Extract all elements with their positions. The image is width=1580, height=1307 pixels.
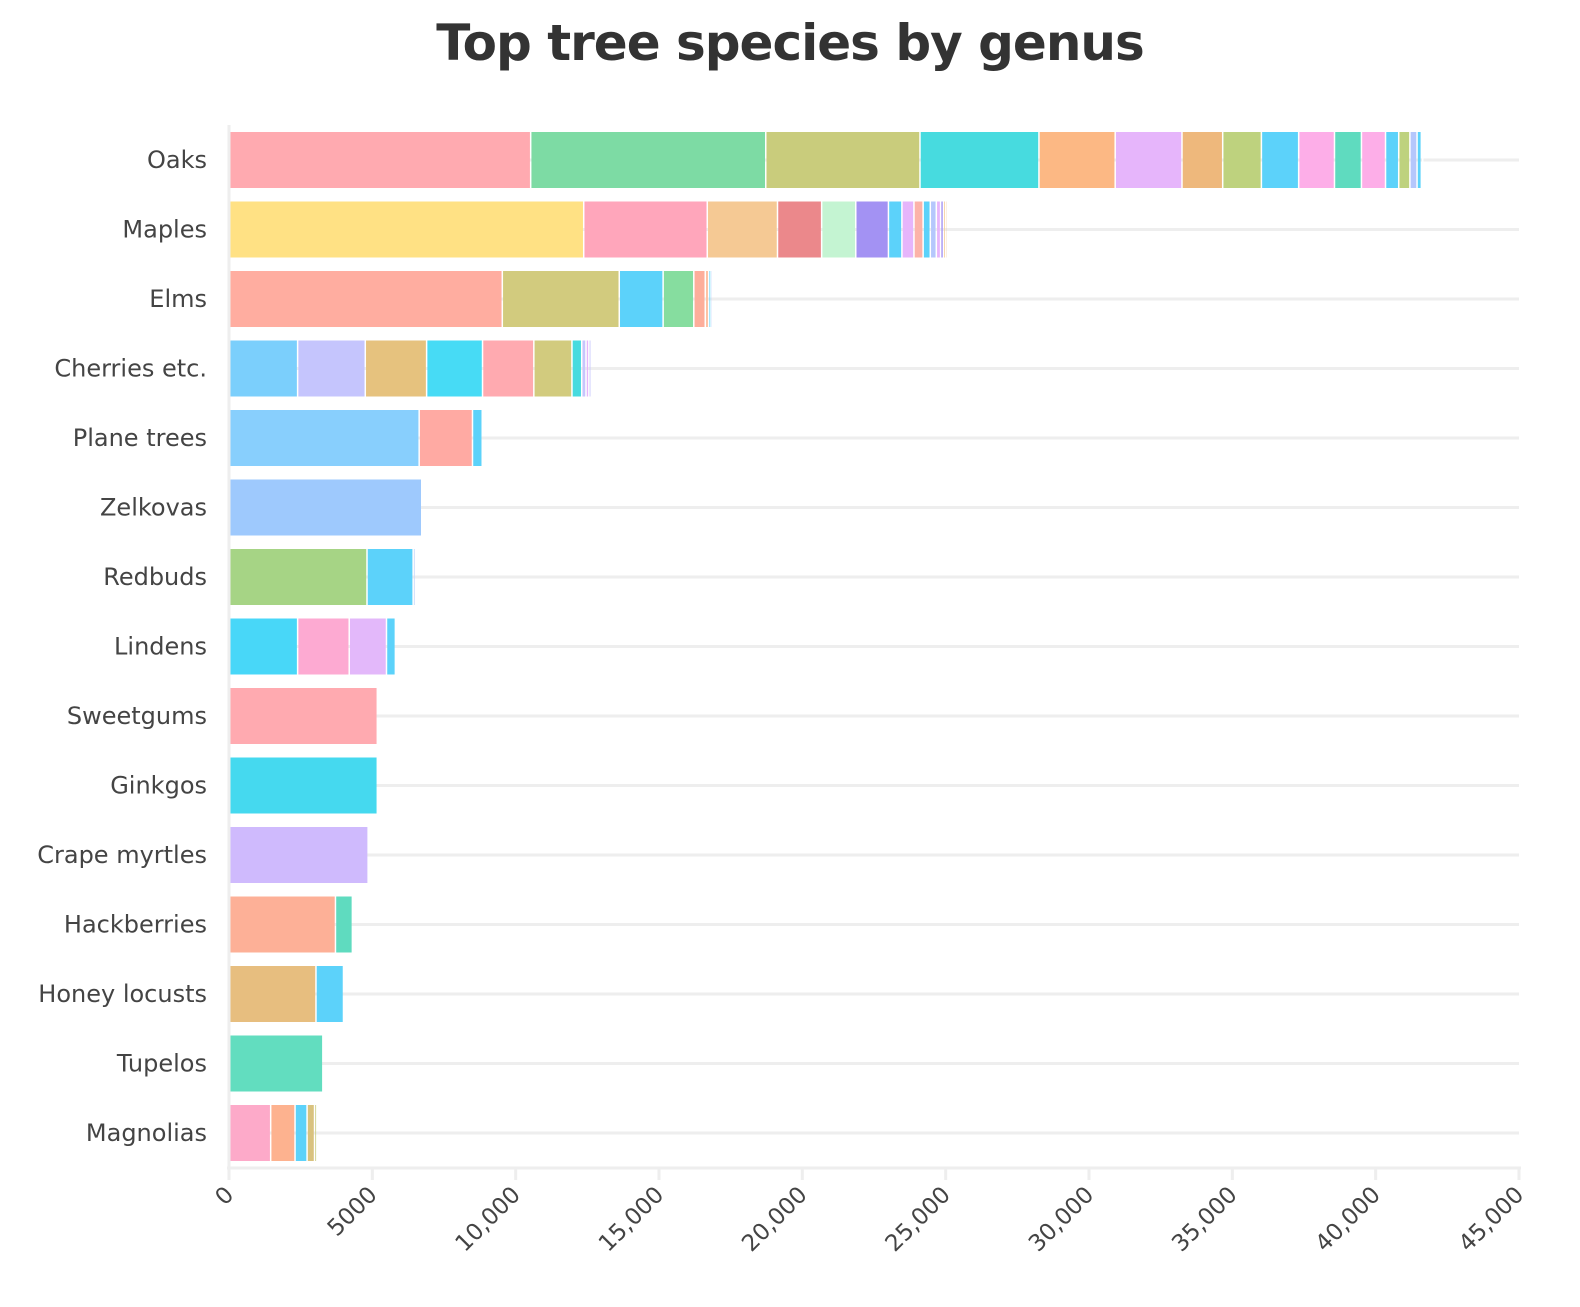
bar-segment xyxy=(706,271,708,327)
bar-segment xyxy=(1335,132,1361,188)
bar-segment xyxy=(923,201,930,258)
bar-segment xyxy=(531,132,765,188)
category-label: Ginkgos xyxy=(110,772,207,800)
bar-segment xyxy=(316,966,343,1022)
bar-segment xyxy=(920,132,1039,188)
bar-segment xyxy=(1399,132,1410,188)
bar-segment xyxy=(295,1105,307,1161)
bar-segment xyxy=(349,618,386,675)
bar-segment xyxy=(586,340,589,397)
bar-segment xyxy=(889,201,902,258)
bar-segment xyxy=(229,201,583,258)
bar-segment xyxy=(483,340,534,397)
bar-segment xyxy=(1115,132,1182,188)
category-label: Hackberries xyxy=(64,911,207,939)
bar-segment xyxy=(572,340,581,397)
bar-segment xyxy=(709,271,711,327)
chart-title: Top tree species by genus xyxy=(436,14,1145,72)
bar-segment xyxy=(589,340,591,397)
bar-segment xyxy=(766,132,920,188)
category-label: Lindens xyxy=(114,633,207,661)
bar-segment xyxy=(1417,132,1421,188)
bar-segment xyxy=(229,410,419,466)
category-label: Zelkovas xyxy=(100,494,207,522)
bar-segment xyxy=(473,410,482,466)
bar-segment xyxy=(298,340,365,397)
bar-segment xyxy=(937,201,940,258)
bar-segment xyxy=(931,201,936,258)
bar-segment xyxy=(229,757,377,814)
bar-segment xyxy=(1223,132,1261,188)
bar-segment xyxy=(427,340,482,397)
bar-segment xyxy=(941,201,943,258)
x-tick-label: 10,000 xyxy=(451,1182,526,1257)
bar-segment xyxy=(366,340,426,397)
bar-segment xyxy=(229,549,367,605)
bar-segment xyxy=(229,271,502,327)
bar-segment xyxy=(229,1035,323,1092)
bar-segment xyxy=(582,340,586,397)
bar-segment xyxy=(778,201,821,258)
bar-segment xyxy=(271,1105,295,1161)
x-tick-label: 20,000 xyxy=(737,1182,812,1257)
x-tick-label: 30,000 xyxy=(1024,1182,1099,1257)
bar-segment xyxy=(1299,132,1334,188)
x-tick-label: 0 xyxy=(211,1182,240,1211)
category-label: Crape myrtles xyxy=(37,841,207,869)
x-tick-label: 45,000 xyxy=(1454,1182,1529,1257)
bar-segment xyxy=(584,201,707,258)
bar-segment xyxy=(1262,132,1298,188)
bar-segment xyxy=(944,201,946,258)
bar-segment xyxy=(1182,132,1222,188)
bar-segment xyxy=(708,201,777,258)
bar-segment xyxy=(1422,132,1424,188)
category-label: Tupelos xyxy=(116,1050,207,1078)
bar-segment xyxy=(1039,132,1115,188)
bar-segment xyxy=(336,896,352,953)
bar-segment xyxy=(663,271,694,327)
bar-segment xyxy=(1386,132,1398,188)
category-label: Oaks xyxy=(147,146,207,174)
bar-segment xyxy=(1410,132,1417,188)
x-tick-label: 25,000 xyxy=(881,1182,956,1257)
bar-segment xyxy=(856,201,888,258)
category-label: Redbuds xyxy=(103,563,207,591)
bar-segment xyxy=(229,896,335,953)
bar-segment xyxy=(229,132,530,188)
category-label: Elms xyxy=(149,285,207,313)
bar-segment xyxy=(822,201,856,258)
category-label: Magnolias xyxy=(86,1119,207,1147)
bar-segment xyxy=(229,1105,270,1161)
bar-segment xyxy=(1362,132,1385,188)
bar-segment xyxy=(229,479,421,536)
x-tick-label: 5000 xyxy=(323,1182,383,1242)
bar-segment xyxy=(914,201,923,258)
bar-segment xyxy=(229,827,368,883)
bar-segment xyxy=(298,618,349,675)
bar-segment xyxy=(902,201,914,258)
bar-segment xyxy=(503,271,619,327)
category-label: Plane trees xyxy=(73,424,207,452)
bar-segment xyxy=(367,549,413,605)
bar-segment xyxy=(229,688,377,744)
bar-segment xyxy=(620,271,663,327)
bar-segment xyxy=(229,340,297,397)
x-tick-label: 15,000 xyxy=(594,1182,669,1257)
bar-segment xyxy=(413,549,415,605)
bar-segment xyxy=(419,410,472,466)
category-label: Cherries etc. xyxy=(54,355,207,383)
x-tick-label: 40,000 xyxy=(1311,1182,1386,1257)
bar-segment xyxy=(315,1105,317,1161)
bar-segment xyxy=(229,966,316,1022)
category-label: Maples xyxy=(122,216,207,244)
category-label: Sweetgums xyxy=(67,702,207,730)
bar-segment xyxy=(694,271,705,327)
bar-segment xyxy=(387,618,395,675)
x-tick-label: 35,000 xyxy=(1167,1182,1242,1257)
bar-segment xyxy=(307,1105,314,1161)
bar-segment xyxy=(229,618,297,675)
category-label: Honey locusts xyxy=(38,980,207,1008)
bar-segment xyxy=(534,340,572,397)
